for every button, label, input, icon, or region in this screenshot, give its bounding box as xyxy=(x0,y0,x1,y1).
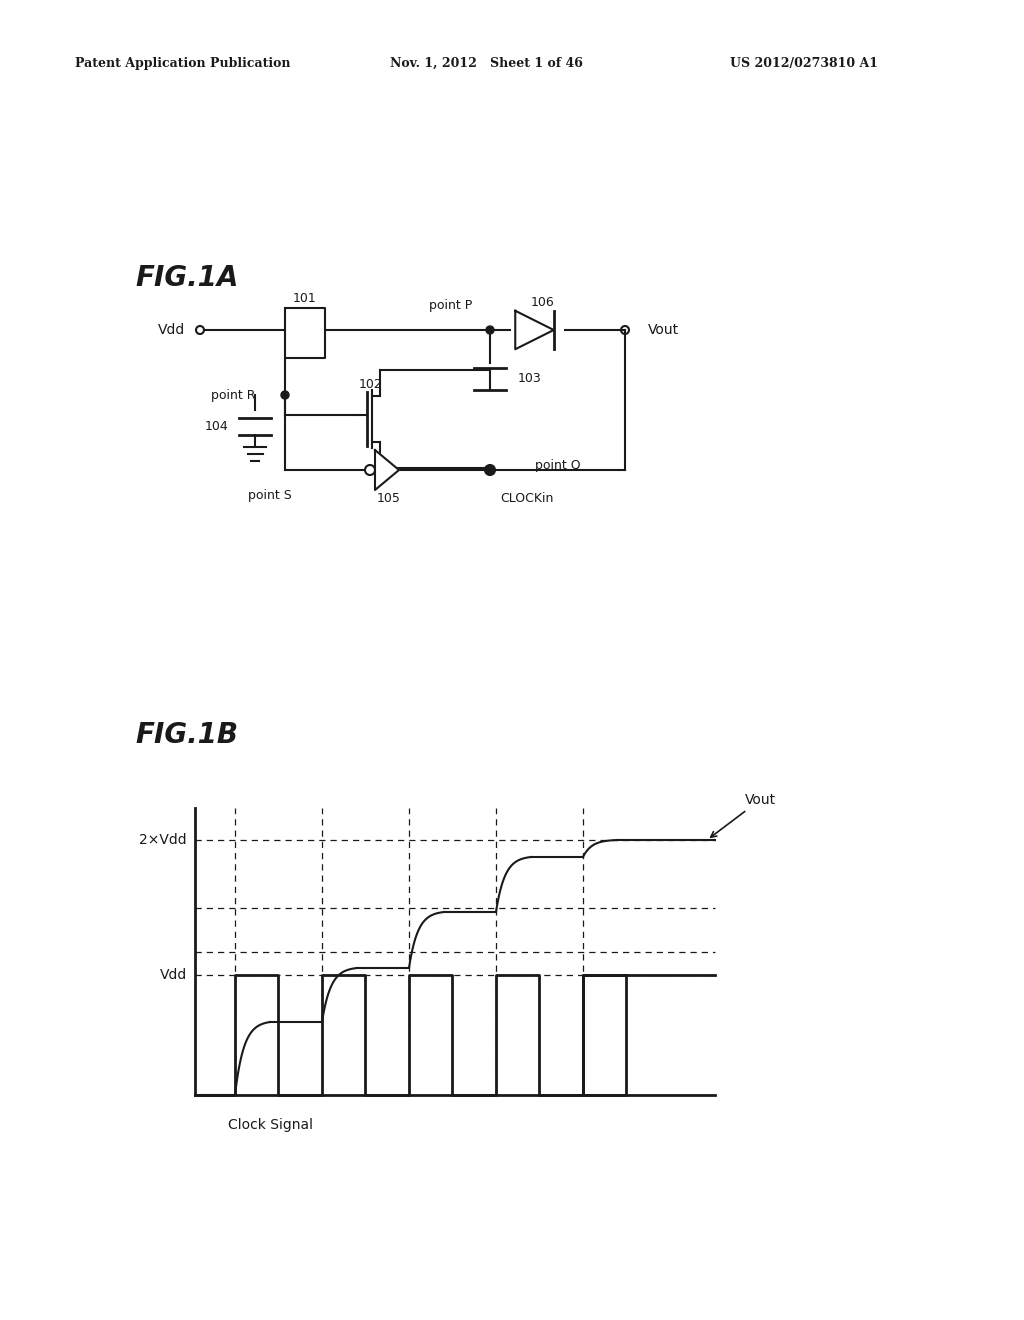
Text: Clock Signal: Clock Signal xyxy=(227,1118,312,1133)
Polygon shape xyxy=(515,310,554,350)
Text: 104: 104 xyxy=(205,420,229,433)
Text: 106: 106 xyxy=(530,296,554,309)
Text: Vout: Vout xyxy=(711,793,775,837)
Text: Vdd: Vdd xyxy=(159,323,185,337)
Circle shape xyxy=(281,391,289,399)
Circle shape xyxy=(486,326,494,334)
Text: Nov. 1, 2012   Sheet 1 of 46: Nov. 1, 2012 Sheet 1 of 46 xyxy=(390,57,583,70)
Text: FIG.1A: FIG.1A xyxy=(135,264,239,292)
Text: CLOCKin: CLOCKin xyxy=(500,491,553,504)
Text: 101: 101 xyxy=(293,292,316,305)
Text: point S: point S xyxy=(248,488,292,502)
Text: FIG.1B: FIG.1B xyxy=(135,721,238,748)
Circle shape xyxy=(486,466,494,474)
Text: point P: point P xyxy=(429,298,472,312)
Text: Vout: Vout xyxy=(647,323,679,337)
Text: point R: point R xyxy=(211,388,255,401)
Text: Patent Application Publication: Patent Application Publication xyxy=(75,57,291,70)
Text: 105: 105 xyxy=(377,491,401,504)
Text: Vdd: Vdd xyxy=(160,968,187,982)
Text: 103: 103 xyxy=(518,372,542,385)
Text: 102: 102 xyxy=(359,379,383,392)
Text: point Q: point Q xyxy=(535,458,581,471)
Text: US 2012/0273810 A1: US 2012/0273810 A1 xyxy=(730,57,878,70)
Polygon shape xyxy=(375,450,399,490)
Text: 2×Vdd: 2×Vdd xyxy=(139,833,187,847)
